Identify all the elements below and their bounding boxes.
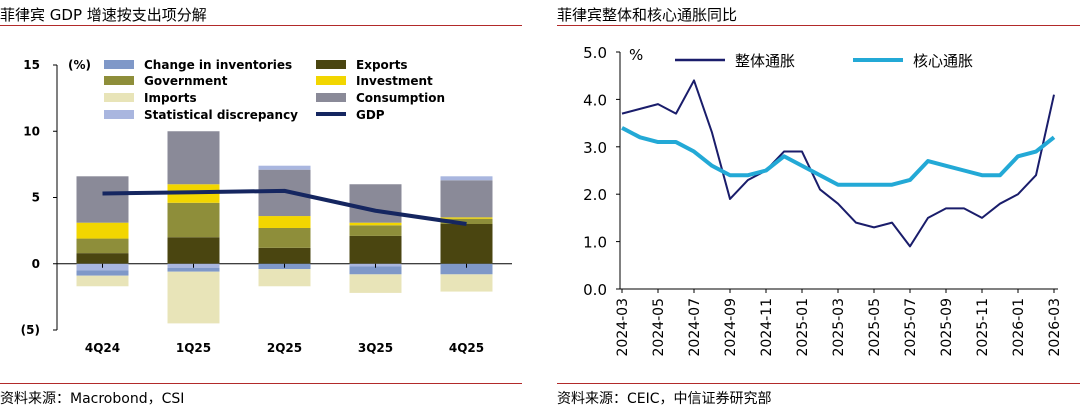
bar-segment-consumption [76,176,129,223]
right-x-tick-label: 2024-11 [759,298,775,357]
legend-label-core: 核心通胀 [913,52,973,70]
right-x-tick-label: 2024-05 [651,298,667,357]
right-title-rule [557,25,1080,26]
bar-segment-imports [76,275,129,287]
right-y-tick-label: 3.0 [583,139,607,157]
right-y-tick-label: 4.0 [583,91,607,109]
left-x-tick-label: 2Q25 [267,341,302,355]
legend-label-exports: Exports [356,58,408,72]
headline-inflation-line [621,79,1055,248]
right-x-tick-label: 2026-01 [1011,298,1027,357]
right-x-tick-label: 2025-07 [903,298,919,357]
bar-segment-change-in-inventories [76,270,129,276]
left-unit-label: (%) [68,58,91,72]
legend-swatch-consumption [316,93,346,102]
legend-swatch-statistical-discrepancy [104,110,134,119]
right-x-tick-label: 2025-05 [867,298,883,357]
left-y-tick-label: 10 [23,124,40,138]
right-x-tick-label: 2025-11 [975,298,991,357]
legend-label-gdp: GDP [356,108,385,122]
legend-label-change-in-inventories: Change in inventories [144,58,292,72]
left-legend: Change in inventories Government Imports… [104,58,445,122]
bar-segment-exports [440,224,493,264]
legend-swatch-government [104,76,134,85]
right-x-tick-label: 2025-09 [939,298,955,357]
left-x-tick-label: 4Q25 [449,341,484,355]
right-source-rule [557,383,1080,384]
legend-label-statistical-discrepancy: Statistical discrepancy [144,108,298,122]
right-y-tick-label: 5.0 [583,44,607,62]
legend-label-government: Government [144,74,228,88]
left-x-tick-label: 1Q25 [176,341,211,355]
right-x-tick-label: 2025-01 [795,298,811,357]
legend-swatch-change-in-inventories [104,60,134,69]
gdp-decomposition-panel: 菲律宾 GDP 增速按支出项分解 Change in inventories G… [0,0,522,410]
legend-label-investment: Investment [356,74,433,88]
bar-segment-statistical-discrepancy [440,176,493,181]
left-x-tick-label: 4Q24 [85,341,120,355]
right-source-note: 资料来源：CEIC，中信证券研究部 [557,391,772,407]
bar-segment-government [167,202,220,238]
bar-segment-imports [440,274,493,292]
bar-segment-investment [440,217,493,219]
left-x-tick-label: 3Q25 [358,341,393,355]
right-x-tick-label: 2025-03 [831,298,847,357]
bar-segment-consumption [349,184,402,223]
right-y-tick-label: 1.0 [583,234,607,252]
right-x-tick-label: 2024-07 [687,298,703,357]
bar-segment-change-in-inventories [349,266,402,275]
right-legend: 整体通胀 核心通胀 [675,52,973,70]
right-chart-title: 菲律宾整体和核心通胀同比 [557,6,738,24]
legend-label-imports: Imports [144,91,197,105]
right-x-tick-label: 2024-09 [723,298,739,357]
bar-segment-investment [258,216,311,228]
bar-segment-statistical-discrepancy [258,165,311,170]
bar-segment-government [440,218,493,224]
left-source-rule [0,383,522,384]
right-x-tick-label: 2026-03 [1047,298,1063,357]
bar-segment-government [258,227,311,248]
legend-label-consumption: Consumption [356,91,445,105]
bar-segment-exports [167,237,220,264]
left-y-tick-label: 5 [32,191,40,205]
bar-segment-exports [349,235,402,264]
right-y-tick-label: 0.0 [583,281,607,299]
legend-swatch-imports [104,93,134,102]
inflation-chart: 整体通胀 核心通胀 % 0.0 1.0 2.0 3.0 4.0 5.0 2024-03 202… [583,44,1063,357]
right-unit-label: % [629,46,643,64]
core-inflation-line [621,126,1056,187]
bar-segment-change-in-inventories [167,267,220,272]
left-y-tick-label: (5) [21,323,40,337]
bar-segment-government [76,238,129,254]
bar-segment-government [349,225,402,236]
legend-label-headline: 整体通胀 [735,52,795,70]
gdp-line [102,188,467,226]
bar-segment-imports [349,274,402,293]
bar-segment-consumption [440,180,493,218]
gdp-decomposition-chart: Change in inventories Government Imports… [21,58,512,355]
right-y-tick-label: 2.0 [583,186,607,204]
legend-swatch-investment [316,76,346,85]
legend-swatch-exports [316,60,346,69]
inflation-panel: 菲律宾整体和核心通胀同比 整体通胀 核心通胀 % 0.0 1.0 2.0 3.0 4.0… [557,0,1080,410]
bar-segment-exports [76,253,129,264]
left-source-note: 资料来源：Macrobond，CSI [0,391,185,407]
bar-segment-investment [76,222,129,239]
right-x-tick-label: 2024-03 [615,298,631,357]
bar-segment-investment [349,222,402,226]
bar-segment-imports [167,271,220,324]
left-y-tick-label: 0 [32,257,40,271]
bar-segment-change-in-inventories [440,263,493,275]
bar-segment-imports [258,269,311,287]
left-title-rule [0,25,522,26]
left-chart-title: 菲律宾 GDP 增速按支出项分解 [0,6,207,24]
bar-segment-exports [258,247,311,264]
bar-segment-consumption [167,131,220,185]
left-y-tick-label: 15 [23,58,40,72]
